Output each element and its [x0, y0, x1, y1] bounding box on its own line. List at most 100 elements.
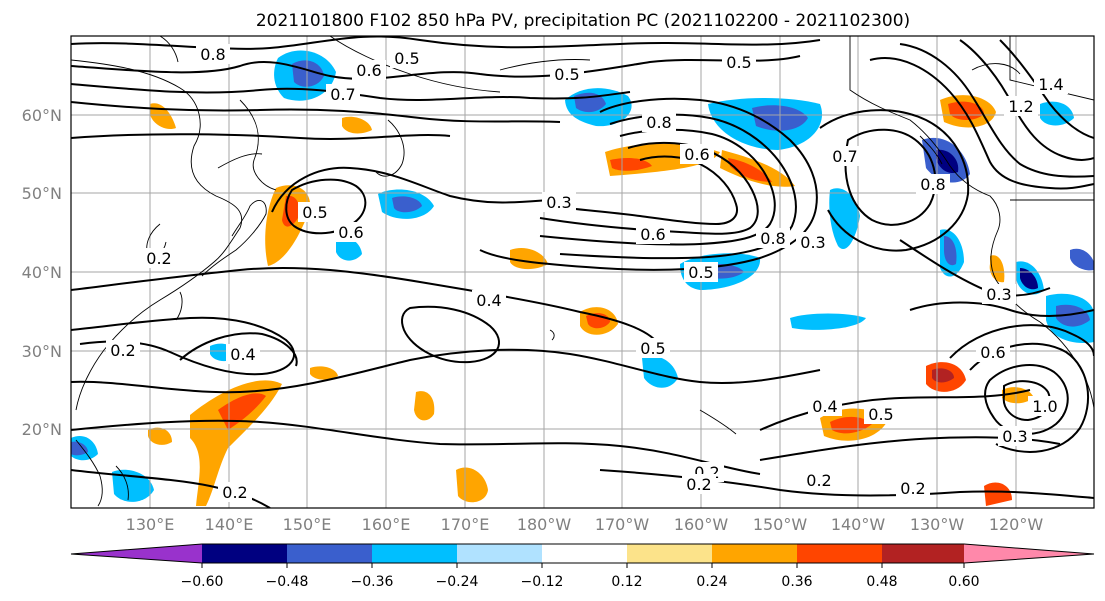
- lon-label: 130°E: [126, 515, 175, 534]
- colorbar-tick-label: 0.48: [866, 574, 897, 590]
- contour-label: 0.8: [920, 175, 945, 194]
- colorbar: −0.60 −0.48 −0.36 −0.24 −0.12 0.12 0.24 …: [70, 543, 1095, 590]
- precip-negative-area: [336, 237, 362, 261]
- precip-negative-area: [790, 313, 866, 330]
- colorbar-swatch: [287, 544, 372, 563]
- contour-label-group: 0.8 0.6 0.5 0.5 0.8 0.6 0.5 0.5 0.3 0.6: [106, 44, 1068, 502]
- contour-label: 0.3: [546, 193, 571, 212]
- contour-label: 0.5: [302, 203, 327, 222]
- lon-label: 150°E: [283, 515, 332, 534]
- contour-label: 0.5: [688, 263, 713, 282]
- contour-label: 0.2: [806, 471, 831, 490]
- contour-label: 0.6: [356, 61, 381, 80]
- contour-label: 1.2: [1008, 97, 1033, 116]
- lat-label: 30°N: [22, 342, 62, 361]
- pv-contours: [71, 36, 1094, 508]
- precip-positive-area: [414, 391, 435, 421]
- contour-label: 0.2: [222, 483, 247, 502]
- precip-positive-area: [342, 116, 372, 134]
- contour-label: 0.2: [686, 475, 711, 494]
- map-frame: [70, 35, 1095, 509]
- latitude-labels: 60°N 50°N 40°N 30°N 20°N: [22, 106, 62, 439]
- lon-label: 130°W: [910, 515, 965, 534]
- contour-label: 0.8: [646, 113, 671, 132]
- precip-negative-area: [392, 196, 422, 213]
- colorbar-swatch: [372, 544, 457, 563]
- colorbar-swatch: [712, 544, 797, 563]
- contour-label: 0.7: [832, 147, 857, 166]
- colorbar-tick-label: 0.24: [696, 574, 727, 590]
- contour-label: 0.5: [394, 49, 419, 68]
- colorbar-tick-label: −0.60: [181, 574, 224, 590]
- precip-positive-area: [989, 255, 1005, 283]
- precip-negative-area: [1070, 248, 1094, 271]
- colorbar-tick-label: −0.12: [521, 574, 564, 590]
- precip-positive-area: [984, 482, 1012, 506]
- lat-label: 50°N: [22, 184, 62, 203]
- contour-label: 0.3: [1002, 427, 1027, 446]
- colorbar-tick-label: −0.48: [266, 574, 309, 590]
- lon-label: 120°W: [989, 515, 1044, 534]
- lon-label: 160°E: [362, 515, 411, 534]
- colorbar-swatch: [882, 544, 964, 563]
- lon-label: 140°W: [831, 515, 886, 534]
- lon-label: 150°W: [753, 515, 808, 534]
- contour-label: 0.2: [110, 341, 135, 360]
- colorbar-swatch: [627, 544, 712, 563]
- colorbar-tick-label: −0.36: [351, 574, 394, 590]
- precip-positive-area: [150, 103, 176, 130]
- colorbar-swatch: [202, 544, 287, 563]
- contour-label: 1.4: [1038, 75, 1063, 94]
- lat-label: 60°N: [22, 106, 62, 125]
- colorbar-swatch-over: [964, 544, 1094, 563]
- contour-label: 0.6: [640, 225, 665, 244]
- contour-label: 0.3: [986, 285, 1011, 304]
- precip-positive-area: [148, 427, 172, 445]
- colorbar-tick-label: 0.36: [781, 574, 812, 590]
- precip-positive-area: [728, 158, 772, 182]
- contour-label: 0.5: [868, 405, 893, 424]
- contour-label: 1.0: [1032, 397, 1057, 416]
- colorbar-swatch: [797, 544, 882, 563]
- colorbar-swatch: [457, 544, 542, 563]
- contour-label: 0.4: [230, 345, 255, 364]
- lat-label: 40°N: [22, 263, 62, 282]
- contour-label: 0.2: [146, 249, 171, 268]
- precip-positive-area: [456, 467, 488, 503]
- colorbar-tick-label: 0.60: [948, 574, 979, 590]
- lon-label: 160°W: [674, 515, 729, 534]
- contour-label: 0.5: [640, 339, 665, 358]
- precip-negative-area: [1056, 304, 1090, 327]
- contour-label: 0.8: [200, 45, 225, 64]
- colorbar-swatch: [542, 544, 627, 563]
- colorbar-tick-label: −0.24: [436, 574, 479, 590]
- precip-negative-area: [944, 236, 957, 266]
- contour-label: 0.5: [554, 65, 579, 84]
- contour-label: 0.4: [476, 291, 501, 310]
- contour-label: 0.8: [760, 229, 785, 248]
- colorbar-swatch-under: [71, 544, 202, 563]
- contour-label: 0.7: [330, 85, 355, 104]
- contour-label: 0.3: [800, 233, 825, 252]
- contour-label: 0.5: [726, 53, 751, 72]
- precip-positive-area: [720, 150, 795, 187]
- precip-positive-area: [190, 380, 282, 506]
- colorbar-tick-label: 0.12: [611, 574, 642, 590]
- contour-label: 0.4: [812, 397, 837, 416]
- precip-positive-area: [310, 366, 338, 380]
- lat-label: 20°N: [22, 420, 62, 439]
- contour-label: 0.6: [684, 145, 709, 164]
- precip-negative-area: [829, 188, 860, 250]
- map-title: 2021101800 F102 850 hPa PV, precipitatio…: [256, 11, 910, 31]
- precip-negative-area: [1020, 268, 1038, 290]
- lon-label: 140°E: [205, 515, 254, 534]
- precip-negative-area: [642, 356, 678, 388]
- lon-label: 170°W: [595, 515, 650, 534]
- contour-label: 0.2: [900, 479, 925, 498]
- precip-positive-area: [610, 158, 652, 171]
- contour-label: 0.6: [338, 223, 363, 242]
- map-panel: 0.8 0.6 0.5 0.5 0.8 0.6 0.5 0.5 0.3 0.6: [70, 35, 1095, 509]
- lon-label: 180°W: [517, 515, 572, 534]
- precip-negative-area: [71, 441, 88, 456]
